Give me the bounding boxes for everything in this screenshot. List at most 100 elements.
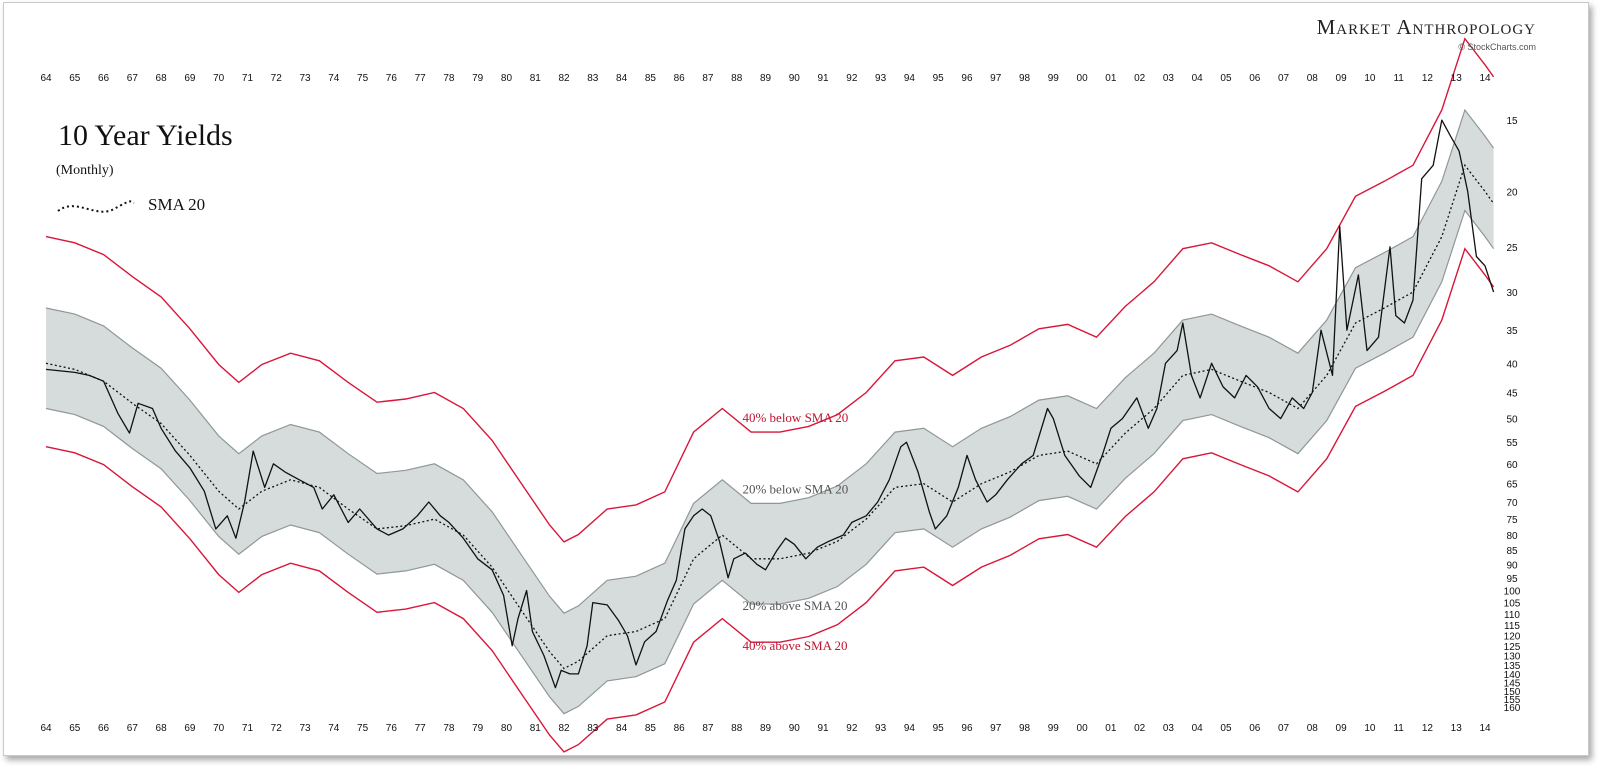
x-tick-bottom-91: 91: [817, 723, 829, 734]
x-tick-bottom-96: 96: [961, 723, 973, 734]
x-tick-top-08: 08: [1307, 73, 1319, 84]
x-tick-bottom-73: 73: [299, 723, 311, 734]
x-tick-bottom-78: 78: [443, 723, 455, 734]
chart-subtitle: (Monthly): [56, 163, 114, 178]
band-label-inner-upper: 20% below SMA 20: [742, 481, 848, 496]
legend: SMA 20: [56, 193, 205, 217]
x-tick-bottom-99: 99: [1048, 723, 1060, 734]
x-tick-top-06: 06: [1249, 73, 1261, 84]
x-tick-bottom-87: 87: [702, 723, 714, 734]
x-tick-bottom-84: 84: [616, 723, 628, 734]
x-tick-bottom-70: 70: [213, 723, 225, 734]
x-tick-top-03: 03: [1163, 73, 1175, 84]
x-tick-bottom-79: 79: [472, 723, 484, 734]
inner-band-lower-edge: [45, 209, 1495, 715]
legend-label-sma: SMA 20: [148, 195, 206, 214]
x-tick-top-88: 88: [731, 73, 743, 84]
y-tick-60: 60: [1506, 460, 1518, 471]
x-tick-top-85: 85: [645, 73, 657, 84]
y-tick-150: 150: [1504, 687, 1521, 698]
sma-20-line: [45, 163, 1495, 670]
x-tick-bottom-01: 01: [1105, 723, 1117, 734]
y-tick-95: 95: [1506, 574, 1518, 585]
x-tick-bottom-72: 72: [271, 723, 283, 734]
y-tick-50: 50: [1506, 415, 1518, 426]
x-tick-top-81: 81: [530, 73, 542, 84]
y-tick-155: 155: [1504, 695, 1521, 706]
x-tick-bottom-12: 12: [1422, 723, 1434, 734]
x-tick-top-77: 77: [415, 73, 427, 84]
x-tick-top-70: 70: [213, 73, 225, 84]
y-tick-70: 70: [1506, 498, 1518, 509]
x-tick-bottom-77: 77: [415, 723, 427, 734]
x-tick-top-90: 90: [789, 73, 801, 84]
x-tick-top-94: 94: [904, 73, 916, 84]
legend-dotted-line-icon: [57, 200, 135, 213]
y-tick-65: 65: [1506, 480, 1518, 491]
x-tick-top-91: 91: [817, 73, 829, 84]
x-tick-top-00: 00: [1077, 73, 1089, 84]
x-tick-top-71: 71: [242, 73, 254, 84]
y-tick-120: 120: [1504, 632, 1521, 643]
x-tick-top-83: 83: [587, 73, 599, 84]
x-tick-top-89: 89: [760, 73, 772, 84]
x-tick-bottom-68: 68: [156, 723, 168, 734]
x-tick-bottom-85: 85: [645, 723, 657, 734]
x-tick-top-99: 99: [1048, 73, 1060, 84]
x-tick-bottom-00: 00: [1077, 723, 1089, 734]
outer-band-upper-line: [45, 37, 1495, 543]
yield-price-line: [45, 119, 1495, 689]
x-tick-bottom-07: 07: [1278, 723, 1290, 734]
x-tick-top-86: 86: [674, 73, 686, 84]
y-tick-135: 135: [1504, 661, 1521, 672]
x-tick-bottom-88: 88: [731, 723, 743, 734]
x-tick-top-68: 68: [156, 73, 168, 84]
brand-block: Market Anthropology © StockCharts.com: [1317, 15, 1536, 52]
x-tick-bottom-93: 93: [875, 723, 887, 734]
yield-chart: 40% below SMA 20 20% below SMA 20 20% abov…: [40, 37, 1521, 753]
x-tick-bottom-66: 66: [98, 723, 110, 734]
y-tick-25: 25: [1506, 243, 1518, 254]
y-tick-30: 30: [1506, 288, 1518, 299]
x-tick-bottom-05: 05: [1220, 723, 1232, 734]
x-tick-top-05: 05: [1220, 73, 1232, 84]
x-tick-bottom-80: 80: [501, 723, 513, 734]
x-tick-bottom-76: 76: [386, 723, 398, 734]
x-tick-bottom-02: 02: [1134, 723, 1146, 734]
x-tick-top-67: 67: [127, 73, 139, 84]
bollinger-band-layer: [45, 37, 1495, 753]
x-tick-bottom-13: 13: [1451, 723, 1463, 734]
y-tick-15: 15: [1506, 116, 1518, 127]
x-tick-bottom-97: 97: [990, 723, 1002, 734]
x-tick-top-95: 95: [933, 73, 945, 84]
x-tick-top-78: 78: [443, 73, 455, 84]
y-tick-145: 145: [1504, 679, 1521, 690]
brand-name: Market Anthropology: [1316, 15, 1536, 39]
x-tick-top-72: 72: [271, 73, 283, 84]
x-axis-ticks: 64 64 65 65 66 66 67 67 68 68 69 69 70 70 71 71 72 72 73 73…: [40, 73, 1491, 734]
y-tick-125: 125: [1504, 642, 1521, 653]
x-tick-bottom-04: 04: [1192, 723, 1204, 734]
x-tick-bottom-69: 69: [184, 723, 196, 734]
inner-band-area: [46, 110, 1494, 714]
x-tick-top-66: 66: [98, 73, 110, 84]
x-tick-bottom-90: 90: [789, 723, 801, 734]
x-tick-top-74: 74: [328, 73, 340, 84]
x-tick-top-92: 92: [846, 73, 858, 84]
x-tick-top-82: 82: [558, 73, 570, 84]
x-tick-top-79: 79: [472, 73, 484, 84]
x-tick-bottom-14: 14: [1479, 723, 1491, 734]
x-tick-top-87: 87: [702, 73, 714, 84]
x-tick-top-10: 10: [1364, 73, 1376, 84]
y-tick-80: 80: [1506, 531, 1518, 542]
inner-band-upper-edge: [45, 108, 1495, 614]
x-tick-top-97: 97: [990, 73, 1002, 84]
x-tick-top-12: 12: [1422, 73, 1434, 84]
x-tick-top-98: 98: [1019, 73, 1031, 84]
x-tick-top-02: 02: [1134, 73, 1146, 84]
x-tick-top-93: 93: [875, 73, 887, 84]
x-tick-top-84: 84: [616, 73, 628, 84]
band-label-outer-lower: 40% above SMA 20: [742, 638, 847, 653]
series-layer: [45, 119, 1495, 689]
